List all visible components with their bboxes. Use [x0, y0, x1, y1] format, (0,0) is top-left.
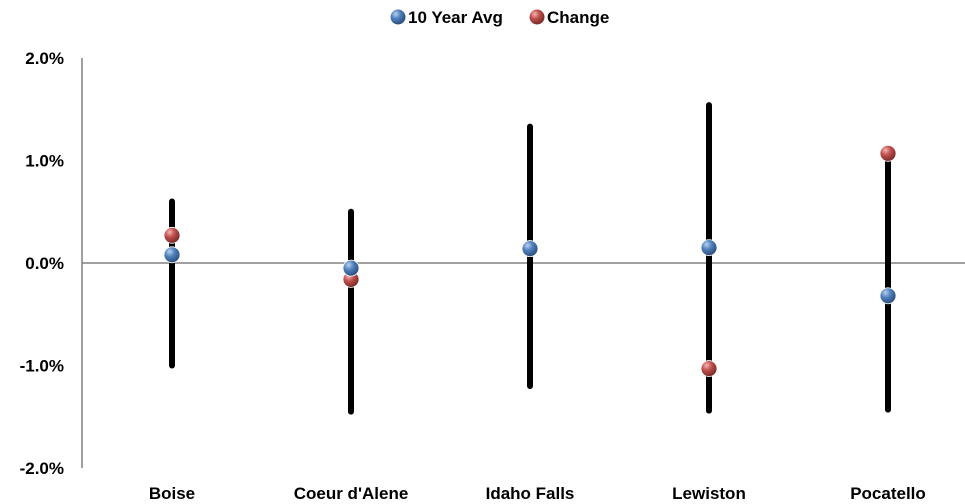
change-point-lewiston: [700, 360, 718, 377]
y-tick-label: 1.0%: [25, 152, 64, 171]
10-year-avg-point-boise: [163, 246, 181, 264]
legend-marker-10-year-avg: [390, 9, 406, 25]
y-tick-label: 2.0%: [25, 49, 64, 68]
10-year-avg-point-pocatello: [879, 287, 897, 305]
x-axis-labels: Boise Coeur d'Alene Idaho Falls Lewiston Poc…: [149, 484, 926, 503]
x-category-label: Lewiston: [672, 484, 746, 503]
x-category-label: Coeur d'Alene: [294, 484, 409, 503]
range-lines: [169, 102, 891, 415]
y-tick-label: -2.0%: [20, 459, 64, 478]
y-tick-label: 0.0%: [25, 254, 64, 273]
x-category-label: Idaho Falls: [486, 484, 575, 503]
legend-marker-change: [529, 9, 545, 25]
legend-label-change: Change: [547, 8, 609, 27]
data-markers: [163, 144, 897, 377]
10-year-avg-point-idaho-falls: [521, 240, 539, 258]
change-point-pocatello: [879, 144, 897, 162]
legend: 10 Year Avg Change: [390, 8, 609, 27]
change-point-boise: [163, 226, 181, 244]
y-axis: 2.0% 1.0% 0.0% -1.0% -2.0%: [20, 49, 83, 478]
legend-label-10-year-avg: 10 Year Avg: [408, 8, 503, 27]
10-year-avg-point-lewiston: [700, 239, 718, 257]
10-year-avg-point-coeur-d-alene: [342, 259, 360, 277]
y-tick-label: -1.0%: [20, 357, 64, 376]
x-category-label: Boise: [149, 484, 195, 503]
x-category-label: Pocatello: [850, 484, 926, 503]
